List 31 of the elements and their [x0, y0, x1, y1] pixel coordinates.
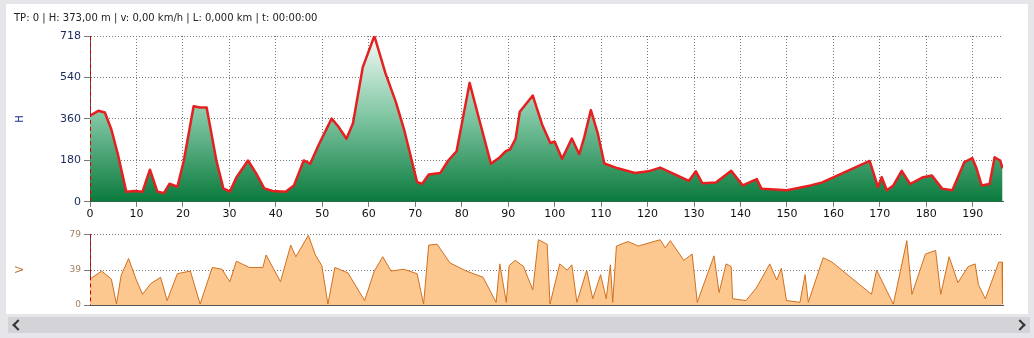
- y-tick-label: 79: [69, 228, 82, 239]
- y-axis-title: H: [13, 115, 25, 123]
- x-tick-label: 100: [544, 207, 566, 221]
- x-tick-label: 70: [408, 207, 423, 221]
- x-tick-label: 130: [683, 207, 705, 221]
- y-tick-label: 0: [74, 194, 81, 208]
- x-tick-label: 190: [962, 207, 984, 221]
- x-tick-label: 120: [637, 207, 659, 221]
- x-tick-label: 160: [822, 207, 844, 221]
- x-tick-label: 180: [915, 207, 937, 221]
- y-tick-label: 540: [60, 69, 81, 83]
- y-tick-label: 0: [75, 299, 82, 310]
- x-tick-label: 40: [268, 207, 283, 221]
- y-axis-title: V: [13, 266, 25, 274]
- x-tick-label: 170: [869, 207, 891, 221]
- x-tick-label: 50: [315, 207, 330, 221]
- x-tick-label: 30: [222, 207, 237, 221]
- y-tick-label: 360: [60, 111, 81, 125]
- chart-title: TP: 0 | H: 373,00 m | v: 0,00 km/h | L: 0,000 km | t: 00:00:00: [13, 11, 318, 24]
- x-tick-label: 20: [175, 207, 190, 221]
- x-tick-label: 60: [361, 207, 376, 221]
- x-tick-label: 0: [86, 207, 94, 221]
- x-tick-label: 110: [590, 207, 612, 221]
- y-tick-label: 39: [69, 264, 82, 275]
- x-tick-label: 90: [501, 207, 516, 221]
- x-tick-label: 140: [729, 207, 751, 221]
- y-tick-label: 180: [60, 153, 81, 167]
- x-tick-label: 80: [454, 207, 469, 221]
- x-tick-label: 10: [129, 207, 144, 221]
- y-tick-label: 718: [60, 28, 81, 42]
- x-tick-label: 150: [776, 207, 798, 221]
